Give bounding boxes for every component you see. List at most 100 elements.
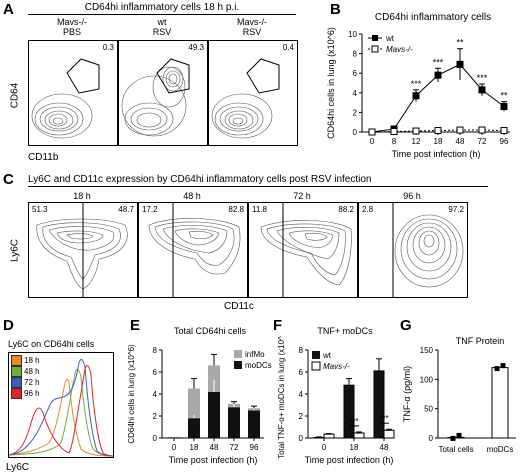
- b-x-axis-label: Time post infection (h): [392, 149, 481, 159]
- e-bar-modcs: [188, 418, 200, 438]
- facs-plot-c3: 11.8 88.2: [248, 202, 358, 298]
- b-data-point: [434, 127, 442, 135]
- b-legend-label-mavs: Mavs-/-: [386, 45, 413, 54]
- facs-c1-left-percent: 51.3: [32, 205, 48, 214]
- panel-c-title: Ly6C and CD11c expression by CD64hi infl…: [28, 174, 372, 185]
- g-y-tick-label: 0: [429, 434, 434, 443]
- g-y-axis-label: TNF-α (pg/ml): [402, 366, 412, 422]
- facs-contour-c2: [148, 203, 241, 297]
- legend-item-18h: 18 h: [11, 355, 51, 366]
- e-x-axis-label: Time post infection (h): [169, 455, 258, 465]
- b-significance-label: **: [456, 38, 464, 48]
- facs-a3-header: Mavs-/- RSV: [208, 17, 296, 37]
- b-data-point: [456, 60, 464, 68]
- b-data-point: [500, 103, 508, 111]
- f-legend-swatch-wt: [312, 351, 320, 359]
- e-bar-modcs: [248, 410, 260, 438]
- panel-f-chart: 0 2 4 6 8 0 18 48 Total TNF-α+ moDCs in lung (x1…: [277, 336, 395, 465]
- b-significance-label: ***: [433, 57, 444, 67]
- panel-b-title: CD64hi inflammatory cells: [374, 12, 492, 23]
- b-x-tick-label: 72: [478, 137, 487, 146]
- f-x-axis-label: Time post infection (h): [305, 455, 394, 465]
- legend-swatch-72h: [11, 377, 22, 388]
- b-y-tick-label: 6: [353, 69, 358, 78]
- f-significance-label: ***: [349, 417, 358, 426]
- e-y-tick-label: 0: [153, 434, 158, 443]
- panel-b-label: B: [330, 1, 341, 18]
- f-x-tick-label: 0: [322, 443, 327, 452]
- panel-a-label: A: [3, 1, 14, 18]
- facs-c4-right-percent: 97.2: [448, 205, 464, 214]
- facs-plot-c2: 17.2 82.8: [138, 202, 248, 298]
- facs-a2-genotype: wt: [157, 17, 167, 27]
- histogram-overlay: [9, 359, 113, 457]
- f-legend-label-wt: wt: [322, 351, 332, 360]
- panel-a-y-axis-label: CD64: [9, 82, 21, 109]
- facs-c3-left-percent: 11.8: [252, 205, 267, 214]
- e-legend-swatch-infmo: [234, 350, 242, 358]
- panel-a-x-axis-label: CD11b: [28, 152, 59, 163]
- f-x-tick-label: 18: [350, 443, 359, 452]
- e-legend-label-modcs: moDCs: [245, 361, 272, 370]
- facs-c2-left-percent: 17.2: [142, 205, 158, 214]
- panel-c-y-axis-label: Ly6C: [9, 239, 21, 262]
- e-bar-infmo: [168, 436, 180, 438]
- b-data-point: [434, 71, 442, 79]
- legend-label-72h: 72 h: [24, 378, 40, 387]
- panel-f-title: TNF+ moDCs: [317, 326, 373, 336]
- panel-d-x-axis-label: Ly6C: [6, 462, 29, 473]
- panel-e-label: E: [130, 317, 141, 334]
- panel-a-title: CD64hi inflammatory cells 18 h p.i.: [84, 2, 240, 13]
- g-bar: [447, 436, 465, 439]
- b-data-point: [500, 127, 508, 135]
- b-y-tick-label: 8: [353, 50, 358, 59]
- e-legend-swatch-modcs: [234, 361, 242, 369]
- b-legend-label-wt: wt: [385, 34, 395, 43]
- f-y-tick-label: 4: [299, 390, 304, 399]
- panel-f-label: F: [273, 317, 283, 334]
- panel-c-label: C: [3, 171, 14, 188]
- e-bar-infmo: [188, 388, 200, 419]
- facs-c3-right-percent: 88.2: [338, 205, 354, 214]
- facs-a1-treatment: PBS: [62, 27, 81, 37]
- g-bar: [491, 367, 509, 439]
- b-data-point: [412, 127, 420, 135]
- histogram-plot-d: 18 h 48 h 72 h 96 h: [8, 352, 114, 458]
- facs-plot-c1: 51.3 48.7: [28, 202, 138, 298]
- facs-c1-right-percent: 48.7: [118, 205, 134, 214]
- facs-c2-right-percent: 82.8: [228, 205, 244, 214]
- facs-contour-c4: [392, 203, 464, 297]
- panel-d-title: Ly6C on CD64hi cells: [8, 339, 95, 349]
- facs-contour-c3: [260, 203, 352, 297]
- b-y-tick-label: 0: [353, 128, 358, 137]
- panel-c-title-rule: [28, 186, 488, 187]
- b-y-tick-label: 10: [348, 30, 357, 39]
- g-y-tick-label: 50: [424, 405, 433, 414]
- b-x-tick-label: 8: [392, 137, 397, 146]
- b-significance-label: ***: [411, 79, 422, 89]
- e-bar-modcs: [168, 437, 180, 438]
- facs-a3-treatment: RSV: [242, 27, 262, 37]
- legend-item-96h: 96 h: [11, 388, 51, 399]
- g-data-point: [500, 363, 506, 369]
- f-y-tick-label: 2: [299, 412, 304, 421]
- f-bar-wt: [373, 370, 385, 439]
- facs-a2-percent: 49.3: [188, 43, 204, 52]
- panel-c-x-axis-label: CD11c: [224, 301, 254, 312]
- e-x-tick-label: 72: [230, 443, 239, 452]
- g-data-point: [450, 435, 456, 441]
- facs-plot-a3: 0.4: [208, 40, 298, 146]
- facs-c1-time: 18 h: [73, 191, 91, 201]
- panel-b-chart: 0 2 4 6 8 10 0 8 12 18 48 72 96 CD64hi cells in lung …: [326, 27, 510, 159]
- facs-a3-genotype: Mavs-/-: [237, 17, 267, 27]
- facs-plot-a1: 0.3: [28, 40, 118, 146]
- facs-contour-a3: [211, 58, 280, 139]
- b-x-tick-label: 0: [370, 137, 375, 146]
- facs-c4-time: 96 h: [403, 191, 421, 201]
- panel-g-label: G: [400, 317, 412, 334]
- e-y-tick-label: 6: [153, 368, 158, 377]
- b-legend-marker-mavs: [371, 45, 379, 53]
- f-bar-mavs: [353, 432, 365, 439]
- e-y-tick-label: 4: [153, 390, 158, 399]
- e-x-tick-label: 96: [250, 443, 259, 452]
